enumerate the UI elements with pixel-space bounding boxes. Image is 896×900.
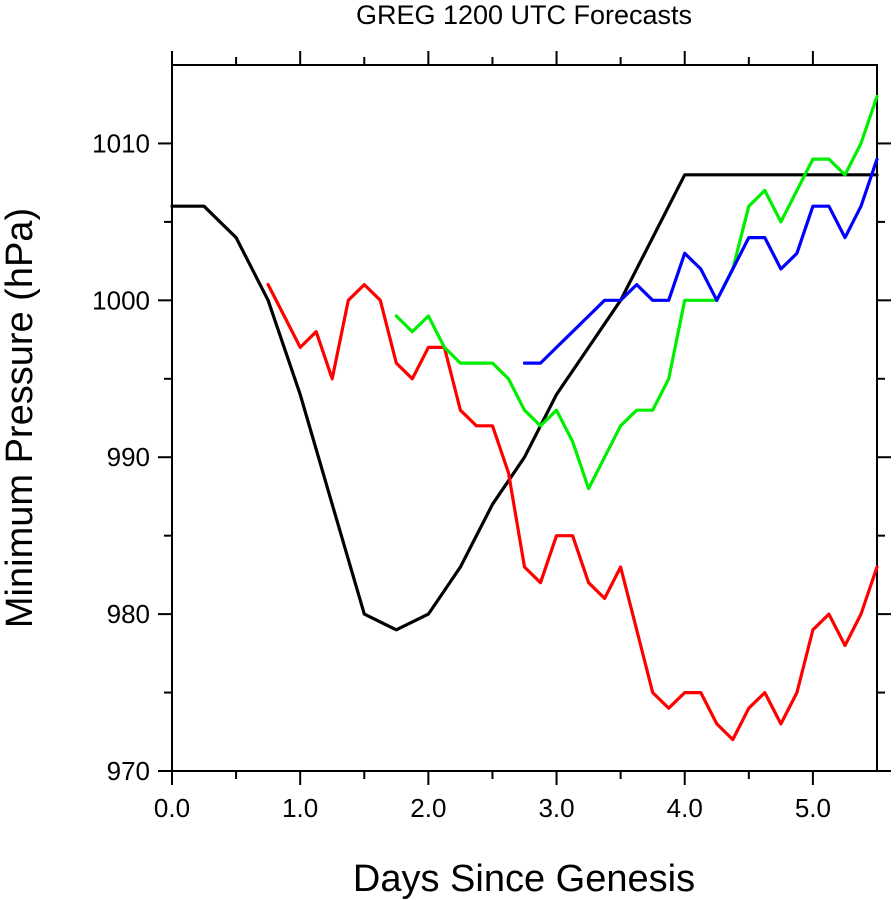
x-axis-label: Days Since Genesis [353, 858, 695, 900]
y-tick-label: 980 [107, 599, 150, 629]
series-line-3 [522, 157, 879, 365]
series-line-0 [170, 173, 879, 632]
series-line-2 [394, 94, 879, 491]
series-line-1 [266, 283, 879, 742]
x-tick-label: 3.0 [538, 793, 574, 823]
x-tick-label: 5.0 [795, 793, 831, 823]
y-tick-label: 1000 [92, 285, 150, 315]
plot-area: 0.0 1.0 2.0 3.0 4.0 5.0 970 980 990 1000 1010 [92, 51, 891, 823]
y-tick-label: 990 [107, 442, 150, 472]
y-tick-label: 970 [107, 756, 150, 786]
plot-frame [171, 64, 878, 772]
y-axis-label: Minimum Pressure (hPa) [0, 208, 41, 628]
x-tick-label: 4.0 [667, 793, 703, 823]
chart-title: GREG 1200 UTC Forecasts [356, 0, 692, 30]
x-tick-label: 0.0 [154, 793, 190, 823]
x-tick-label: 1.0 [282, 793, 318, 823]
y-tick-label: 1010 [92, 128, 150, 158]
x-tick-label: 2.0 [410, 793, 446, 823]
